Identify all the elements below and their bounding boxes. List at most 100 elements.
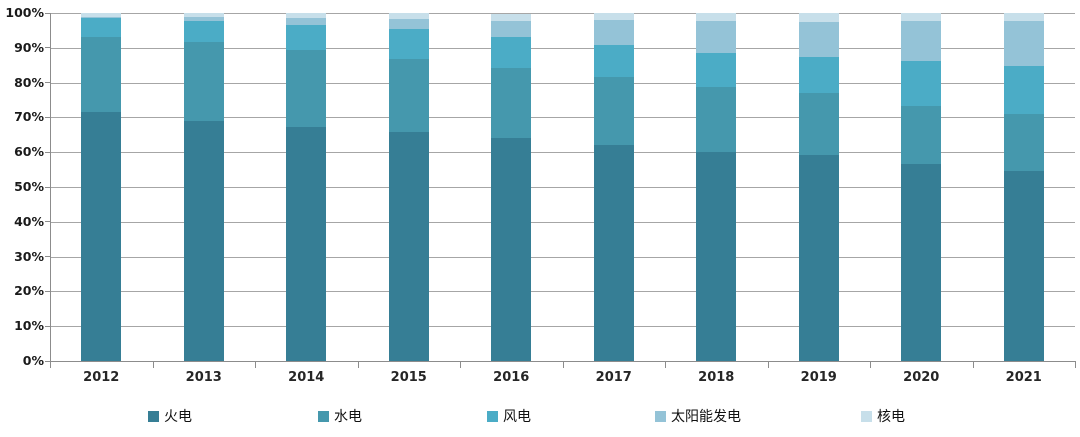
bar-segment-2017-火电 xyxy=(593,144,634,361)
x-axis-tick xyxy=(50,362,51,368)
bar-segment-2020-水电 xyxy=(901,105,942,165)
bar-segment-2014-太阳能发电 xyxy=(286,18,327,26)
y-axis-tick xyxy=(45,186,50,188)
bar-segment-2012-太阳能发电 xyxy=(81,17,122,19)
bar-segment-2020-风电 xyxy=(901,61,942,106)
bar-2015 xyxy=(388,13,429,361)
y-axis-tick xyxy=(45,221,50,223)
y-axis-label: 100% xyxy=(5,5,44,20)
bar-segment-2015-太阳能发电 xyxy=(388,19,429,29)
bar-segment-2013-火电 xyxy=(183,120,224,361)
y-axis-label: 60% xyxy=(14,144,44,160)
x-axis-label-2013: 2013 xyxy=(185,370,222,385)
bar-segment-2012-火电 xyxy=(81,112,122,361)
y-axis-label: 50% xyxy=(14,179,44,194)
gridline-60 xyxy=(50,152,1075,154)
y-axis-line xyxy=(50,13,51,361)
x-axis-line xyxy=(50,361,1076,362)
bar-segment-2014-风电 xyxy=(286,25,327,50)
bar-2018 xyxy=(696,13,737,361)
y-axis-tick xyxy=(45,256,50,258)
x-axis-tick xyxy=(562,362,564,368)
bar-segment-2017-太阳能发电 xyxy=(593,19,634,46)
x-axis-label-2021: 2021 xyxy=(1005,370,1042,385)
bar-segment-2021-风电 xyxy=(1003,65,1044,114)
gridline-10 xyxy=(50,326,1075,328)
bar-segment-2015-水电 xyxy=(388,58,429,132)
y-axis-tick xyxy=(45,116,50,118)
legend-swatch-核电 xyxy=(861,410,872,422)
bar-segment-2019-风电 xyxy=(798,57,839,94)
legend-item-水电: 水电 xyxy=(318,406,362,426)
bar-segment-2013-风电 xyxy=(183,21,224,43)
bar-segment-2017-核电 xyxy=(593,13,634,20)
x-axis-label-2017: 2017 xyxy=(595,370,632,385)
y-axis-tick xyxy=(45,290,50,292)
bar-segment-2018-风电 xyxy=(696,53,737,88)
bar-segment-2019-水电 xyxy=(798,93,839,155)
y-axis-tick xyxy=(45,12,50,14)
bar-segment-2019-核电 xyxy=(798,13,839,22)
x-axis-tick xyxy=(767,362,769,368)
bar-segment-2016-核电 xyxy=(491,13,532,22)
bar-segment-2017-水电 xyxy=(593,77,634,145)
legend-label: 水电 xyxy=(334,409,362,425)
bar-segment-2016-火电 xyxy=(491,138,532,361)
x-axis-tick xyxy=(665,362,666,368)
y-axis-tick xyxy=(45,82,50,84)
bar-segment-2018-水电 xyxy=(696,87,737,152)
y-axis-label: 90% xyxy=(14,39,44,55)
plot-area xyxy=(50,12,1075,361)
bar-segment-2018-核电 xyxy=(696,13,737,22)
bar-segment-2014-水电 xyxy=(286,49,327,127)
legend-label: 核电 xyxy=(877,409,905,425)
bar-segment-2021-水电 xyxy=(1003,113,1044,171)
bar-segment-2016-水电 xyxy=(491,68,532,139)
legend-swatch-水电 xyxy=(318,410,329,422)
x-axis-tick xyxy=(460,362,461,368)
bar-segment-2012-核电 xyxy=(81,13,122,18)
bar-segment-2020-火电 xyxy=(901,164,942,361)
bar-segment-2016-风电 xyxy=(491,37,532,69)
bar-segment-2013-太阳能发电 xyxy=(183,17,224,22)
legend: 火电 水电 风电 太阳能发电 核电 xyxy=(0,406,1080,430)
bar-segment-2015-风电 xyxy=(388,28,429,59)
bar-segment-2021-核电 xyxy=(1003,13,1044,21)
y-axis-label: 20% xyxy=(14,283,44,299)
legend-swatch-太阳能发电 xyxy=(655,410,666,422)
bar-2021 xyxy=(1003,13,1044,361)
bar-2013 xyxy=(183,13,224,361)
x-axis-label-2019: 2019 xyxy=(800,370,837,385)
bar-2017 xyxy=(593,13,634,361)
gridline-80 xyxy=(50,82,1075,84)
legend-item-火电: 火电 xyxy=(148,406,192,426)
bar-segment-2021-火电 xyxy=(1003,171,1044,361)
gridline-100 xyxy=(50,13,1075,14)
bar-2016 xyxy=(491,13,532,361)
bar-segment-2013-核电 xyxy=(183,13,224,18)
y-axis-tick xyxy=(45,360,50,362)
legend-item-太阳能发电: 太阳能发电 xyxy=(655,406,741,426)
y-axis-label: 70% xyxy=(14,109,44,125)
y-axis-tick xyxy=(45,151,50,153)
bar-segment-2020-太阳能发电 xyxy=(901,21,942,62)
gridline-50 xyxy=(50,187,1075,188)
bar-segment-2015-火电 xyxy=(388,131,429,361)
x-axis-label-2018: 2018 xyxy=(698,370,735,385)
legend-swatch-风电 xyxy=(487,410,498,422)
bar-segment-2016-太阳能发电 xyxy=(491,21,532,38)
legend-label: 太阳能发电 xyxy=(671,409,741,425)
y-axis-label: 0% xyxy=(22,353,44,368)
x-axis-tick xyxy=(1075,362,1076,368)
y-axis-label: 80% xyxy=(14,74,44,90)
bar-segment-2017-风电 xyxy=(593,45,634,78)
x-axis-tick xyxy=(972,362,974,368)
bar-segment-2012-水电 xyxy=(81,36,122,113)
x-axis-tick xyxy=(870,362,871,368)
bar-segment-2018-太阳能发电 xyxy=(696,21,737,54)
legend-item-核电: 核电 xyxy=(861,406,905,426)
y-axis-label: 40% xyxy=(14,213,44,229)
bar-2019 xyxy=(798,13,839,361)
legend-swatch-火电 xyxy=(148,410,159,422)
gridline-70 xyxy=(50,117,1075,119)
